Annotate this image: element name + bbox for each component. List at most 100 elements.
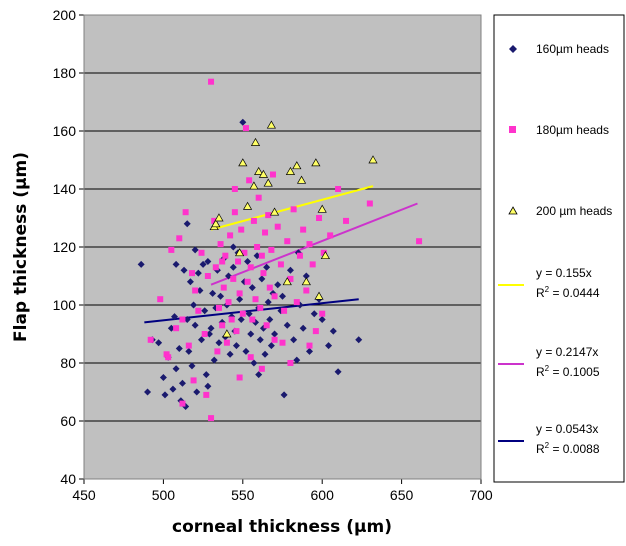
point-s0-71 bbox=[271, 330, 279, 338]
point-s1-70 bbox=[320, 249, 327, 256]
x-tick-label-650: 650 bbox=[390, 487, 414, 503]
point-s1-36 bbox=[241, 249, 248, 256]
point-s1-22 bbox=[219, 322, 226, 329]
point-s0-81 bbox=[302, 272, 310, 280]
point-s0-28 bbox=[202, 371, 210, 379]
point-s1-76 bbox=[165, 354, 172, 361]
point-s2-18 bbox=[311, 158, 321, 167]
point-s1-37 bbox=[242, 125, 249, 132]
point-s2-17 bbox=[301, 277, 311, 286]
legend-r2-200: R2 = 0.0444 bbox=[536, 285, 600, 300]
point-s1-58 bbox=[281, 307, 288, 314]
point-s1-59 bbox=[284, 238, 291, 245]
legend-r2-180: R2 = 0.1005 bbox=[536, 364, 600, 379]
point-s0-5 bbox=[161, 391, 169, 399]
point-s0-74 bbox=[280, 391, 288, 399]
y-axis-ticks: 40 60 80 100 120 140 160 180 200 bbox=[53, 7, 85, 487]
point-s1-66 bbox=[306, 241, 313, 248]
point-s1-10 bbox=[192, 287, 199, 294]
point-s0-83 bbox=[310, 310, 318, 318]
point-s1-84 bbox=[319, 310, 326, 317]
point-s0-96 bbox=[279, 292, 286, 300]
point-s0-93 bbox=[172, 260, 180, 268]
point-s0-37 bbox=[217, 292, 225, 300]
point-s0-18 bbox=[186, 278, 194, 286]
point-s1-17 bbox=[211, 217, 218, 224]
point-s0-31 bbox=[207, 324, 215, 332]
point-s0-26 bbox=[199, 260, 207, 268]
point-s1-41 bbox=[249, 316, 256, 323]
point-s0-10 bbox=[172, 365, 180, 373]
point-s2-11 bbox=[263, 178, 273, 187]
point-s1-77 bbox=[179, 400, 186, 407]
point-s0-80 bbox=[299, 324, 307, 332]
point-s1-85 bbox=[190, 377, 197, 384]
y-tick-label-140: 140 bbox=[53, 181, 77, 197]
point-s0-67 bbox=[264, 298, 272, 306]
trendline-1 bbox=[210, 202, 418, 286]
point-s0-94 bbox=[229, 243, 237, 251]
point-s2-14 bbox=[282, 277, 292, 286]
point-s0-49 bbox=[236, 295, 244, 303]
point-s1-21 bbox=[217, 241, 224, 248]
y-tick-label-40: 40 bbox=[60, 471, 76, 487]
point-s0-30 bbox=[205, 330, 213, 338]
point-s1-89 bbox=[279, 339, 286, 346]
point-s1-11 bbox=[195, 307, 202, 314]
point-s0-89 bbox=[355, 336, 363, 344]
point-s1-33 bbox=[236, 290, 243, 297]
point-s0-7 bbox=[167, 324, 175, 332]
point-s1-54 bbox=[269, 171, 276, 178]
point-s1-53 bbox=[268, 246, 275, 253]
point-s1-5 bbox=[176, 235, 183, 242]
point-s0-0 bbox=[137, 260, 145, 268]
point-s1-30 bbox=[231, 209, 238, 216]
point-s0-42 bbox=[225, 272, 233, 280]
point-s1-50 bbox=[263, 322, 270, 329]
point-s0-45 bbox=[229, 263, 237, 271]
point-s2-21 bbox=[320, 250, 330, 260]
legend-eq-180: y = 0.2147x bbox=[536, 345, 598, 359]
point-s1-47 bbox=[258, 252, 265, 259]
point-s2-1 bbox=[211, 219, 221, 228]
point-s0-29 bbox=[204, 258, 212, 265]
point-s0-62 bbox=[256, 336, 264, 344]
point-s2-7 bbox=[249, 181, 259, 190]
point-s1-64 bbox=[300, 226, 307, 233]
point-s2-10 bbox=[258, 169, 269, 178]
point-s2-22 bbox=[368, 155, 378, 164]
point-s1-35 bbox=[239, 310, 246, 317]
point-s1-43 bbox=[252, 296, 259, 303]
point-s1-12 bbox=[198, 249, 205, 256]
point-s0-13 bbox=[178, 379, 186, 387]
point-s1-49 bbox=[262, 229, 269, 236]
x-tick-label-450: 450 bbox=[72, 487, 96, 503]
point-s1-16 bbox=[208, 415, 215, 422]
point-s1-46 bbox=[257, 304, 264, 311]
point-s0-1 bbox=[144, 388, 152, 396]
point-s0-21 bbox=[191, 321, 199, 329]
x-axis-ticks: 450 500 550 600 650 700 bbox=[72, 478, 493, 503]
point-s1-15 bbox=[208, 78, 215, 85]
point-s0-58 bbox=[250, 359, 258, 367]
point-s1-83 bbox=[306, 342, 313, 349]
point-s1-26 bbox=[225, 299, 232, 306]
point-s0-53 bbox=[242, 347, 250, 355]
point-s0-85 bbox=[318, 316, 326, 323]
point-s0-92 bbox=[204, 382, 212, 390]
point-s1-23 bbox=[220, 284, 227, 291]
point-s0-78 bbox=[293, 356, 301, 364]
point-s0-51 bbox=[239, 118, 247, 126]
y-tick-label-80: 80 bbox=[60, 355, 76, 371]
point-s0-19 bbox=[188, 362, 196, 370]
point-s1-62 bbox=[293, 299, 300, 306]
point-s1-55 bbox=[271, 293, 278, 300]
point-s1-78 bbox=[236, 374, 243, 381]
legend-marker-200 bbox=[508, 206, 518, 215]
point-s0-8 bbox=[169, 385, 177, 393]
point-s2-2 bbox=[214, 213, 224, 222]
point-s0-22 bbox=[193, 388, 201, 396]
point-s0-24 bbox=[196, 287, 204, 294]
legend-eq-200: y = 0.155x bbox=[536, 266, 592, 280]
point-s1-39 bbox=[246, 177, 253, 184]
